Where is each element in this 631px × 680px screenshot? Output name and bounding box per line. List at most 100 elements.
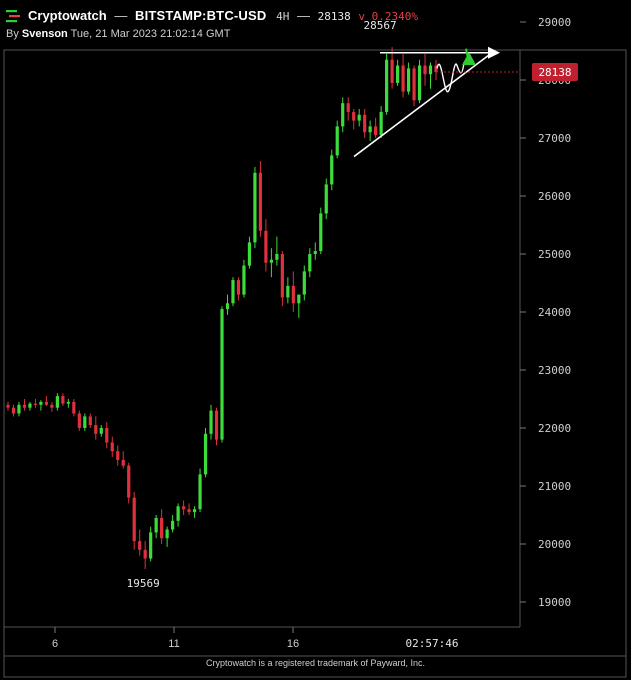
y-tick-label: 25000 [538, 248, 571, 261]
candle-body [176, 506, 180, 521]
last-price-tag [532, 62, 578, 81]
candle-body [209, 410, 213, 434]
y-tick-label: 21000 [538, 480, 571, 493]
candle-body [231, 280, 235, 304]
candle-body [286, 285, 290, 298]
projected-path [436, 62, 465, 93]
candle-body [61, 396, 65, 404]
x-tick-label: 16 [287, 638, 299, 650]
candle-body [66, 401, 70, 404]
candle-body [17, 404, 21, 414]
candle-body [253, 172, 257, 243]
candle-body [55, 396, 59, 408]
candle-body [242, 265, 246, 295]
candle-body [417, 65, 422, 101]
candle-body [368, 126, 372, 133]
low-annotation: 19569 [127, 577, 160, 590]
candle-body [99, 428, 103, 434]
candle-body [247, 242, 252, 266]
candle-body [269, 259, 273, 263]
candle-body [72, 401, 76, 414]
candle-body [28, 403, 32, 408]
candle-body [412, 68, 416, 101]
candle-body [395, 65, 400, 83]
last-price: 28138 [317, 10, 351, 23]
candle-body [434, 65, 438, 72]
x-axis-ticks: 6 11 16 02:57:46 [52, 627, 459, 650]
candle-body [275, 254, 279, 260]
candle-body [203, 433, 208, 475]
candle-body [308, 254, 312, 272]
candle-body [33, 403, 38, 405]
breakout-arrowhead-right [488, 46, 500, 59]
candle-body [428, 65, 433, 75]
candle-body [423, 65, 427, 75]
candle-body [165, 529, 169, 539]
title-row: Cryptowatch — BITSTAMP:BTC-USD 4H — 2813… [28, 8, 418, 23]
author-name: Svenson [21, 28, 68, 40]
y-axis-ticks: 2900028000270002600025000240002300022000… [520, 16, 571, 609]
timeframe: 4H [276, 10, 290, 23]
price-change: v 0.2340% [358, 10, 418, 23]
candle-body [236, 280, 241, 295]
candle-body [319, 213, 323, 252]
candle-body [280, 254, 284, 298]
candle-body [346, 103, 350, 112]
app-name: Cryptowatch [28, 8, 107, 23]
candle-body [379, 111, 383, 136]
candle-body [132, 497, 136, 542]
candle-body [192, 509, 197, 513]
candle-body [291, 285, 295, 304]
last-price-tag-label: 28138 [538, 66, 571, 79]
candle-body [258, 172, 263, 231]
candle-body [214, 410, 219, 440]
candle-body [116, 451, 120, 460]
title-separator-2: — [296, 8, 310, 23]
y-tick-label: 22000 [538, 422, 571, 435]
y-tick-label: 27000 [538, 132, 571, 145]
y-tick-label: 23000 [538, 364, 571, 377]
candle-body [77, 413, 81, 428]
y-tick-label: 29000 [538, 16, 571, 29]
candle-body [127, 465, 131, 498]
candle-body [105, 428, 109, 443]
x-tick-label: 6 [52, 638, 58, 650]
candle-body [138, 541, 142, 550]
byline: By Svenson Tue, 21 Mar 2023 21:02:14 GMT [6, 28, 230, 40]
market-pair: BITSTAMP:BTC-USD [134, 8, 267, 23]
timestamp: Tue, 21 Mar 2023 21:02:14 GMT [70, 28, 231, 40]
y-tick-label: 19000 [538, 596, 571, 609]
x-tick-label: 11 [168, 638, 179, 650]
candle-body [385, 59, 389, 112]
support-line [353, 52, 493, 158]
plot-frame [3, 49, 627, 678]
candle-body [22, 404, 27, 408]
candle-body [225, 303, 230, 310]
candle-body [357, 114, 361, 121]
candle-body [374, 126, 378, 136]
y-tick-label: 24000 [538, 306, 571, 319]
cryptowatch-logo-icon [6, 10, 20, 23]
candle-body [88, 416, 92, 426]
candle-body [160, 517, 164, 539]
candle-body [335, 126, 339, 156]
candle-body [401, 65, 405, 92]
candle-body [39, 401, 43, 405]
last-price-marker: 28138 [436, 62, 578, 81]
candle-body [220, 309, 224, 440]
candle-body [406, 68, 411, 92]
candle-body [363, 114, 367, 133]
candle-body [11, 407, 16, 414]
footer-trademark: Cryptowatch is a registered trademark of… [205, 658, 426, 668]
candle-body [352, 111, 356, 121]
candle-body [44, 401, 49, 405]
byline-prefix: By [6, 28, 19, 40]
high-annotation: 28567 [364, 19, 397, 32]
candle-body [302, 271, 306, 295]
candle-body [154, 517, 158, 533]
candle-body [313, 251, 317, 254]
crosshair-time-label: 02:57:46 [406, 637, 459, 650]
candle-body [390, 59, 394, 83]
candle-body [50, 404, 54, 408]
